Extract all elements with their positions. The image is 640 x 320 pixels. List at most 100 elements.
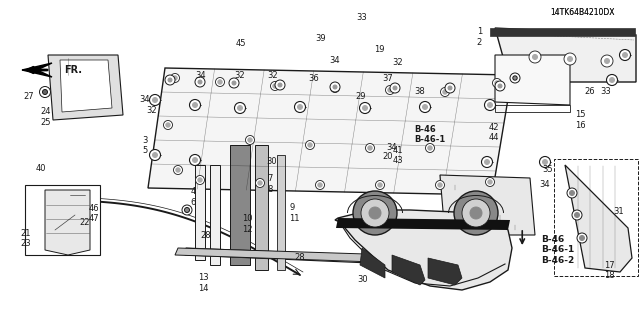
Polygon shape xyxy=(490,28,635,36)
Text: 27: 27 xyxy=(23,92,34,100)
Circle shape xyxy=(568,57,573,61)
Text: 3
5: 3 5 xyxy=(142,136,147,155)
Circle shape xyxy=(152,98,157,102)
Circle shape xyxy=(378,183,382,187)
Circle shape xyxy=(216,77,225,86)
Text: 28: 28 xyxy=(200,231,211,240)
Text: 24
25: 24 25 xyxy=(40,107,51,126)
Circle shape xyxy=(462,199,490,227)
Circle shape xyxy=(166,123,170,127)
Circle shape xyxy=(470,207,482,219)
Text: 17
18: 17 18 xyxy=(604,261,615,280)
Circle shape xyxy=(428,146,432,150)
Text: 1
2: 1 2 xyxy=(477,27,482,46)
Circle shape xyxy=(601,55,613,67)
Circle shape xyxy=(445,83,455,93)
Circle shape xyxy=(361,199,389,227)
Text: 32: 32 xyxy=(268,71,278,80)
Text: 7
8: 7 8 xyxy=(268,174,273,194)
Circle shape xyxy=(422,105,428,109)
Circle shape xyxy=(488,180,492,184)
Text: 32: 32 xyxy=(234,71,245,80)
Circle shape xyxy=(419,101,431,113)
Polygon shape xyxy=(565,165,632,272)
Circle shape xyxy=(440,87,449,97)
Circle shape xyxy=(193,102,198,108)
Polygon shape xyxy=(45,190,90,255)
Circle shape xyxy=(385,85,394,94)
Text: FR.: FR. xyxy=(64,65,82,75)
Text: 20: 20 xyxy=(383,152,393,161)
Circle shape xyxy=(360,102,371,114)
Polygon shape xyxy=(335,210,512,290)
Text: 40: 40 xyxy=(35,164,45,172)
Polygon shape xyxy=(22,70,52,77)
Polygon shape xyxy=(428,258,462,285)
Circle shape xyxy=(333,86,337,90)
Polygon shape xyxy=(255,145,268,270)
Circle shape xyxy=(513,76,517,80)
Circle shape xyxy=(40,86,51,98)
Circle shape xyxy=(232,81,236,85)
Circle shape xyxy=(484,160,490,164)
Circle shape xyxy=(510,73,520,83)
Circle shape xyxy=(248,138,252,142)
Circle shape xyxy=(426,143,435,153)
Circle shape xyxy=(435,180,445,189)
Circle shape xyxy=(495,81,499,85)
Polygon shape xyxy=(392,255,425,285)
Circle shape xyxy=(152,153,157,157)
Circle shape xyxy=(308,143,312,147)
Text: 14TK64B4210DX: 14TK64B4210DX xyxy=(550,8,614,17)
Circle shape xyxy=(623,52,627,58)
Circle shape xyxy=(362,106,367,110)
Text: 14TK64B4210DX: 14TK64B4210DX xyxy=(550,8,614,17)
Circle shape xyxy=(620,50,630,60)
Text: 38: 38 xyxy=(415,87,426,96)
Text: 21
23: 21 23 xyxy=(20,229,31,248)
Circle shape xyxy=(193,157,198,163)
Text: 35: 35 xyxy=(543,165,554,174)
Circle shape xyxy=(184,207,189,212)
Circle shape xyxy=(609,77,614,83)
Circle shape xyxy=(605,59,609,63)
Text: 19: 19 xyxy=(374,45,384,54)
Circle shape xyxy=(393,86,397,90)
Circle shape xyxy=(388,88,392,92)
Circle shape xyxy=(305,140,314,149)
Text: 28: 28 xyxy=(294,253,305,262)
Circle shape xyxy=(330,82,340,92)
Circle shape xyxy=(163,121,173,130)
Circle shape xyxy=(376,180,385,189)
Circle shape xyxy=(198,178,202,182)
Circle shape xyxy=(298,105,303,109)
Circle shape xyxy=(273,84,277,88)
Text: 30: 30 xyxy=(267,157,277,166)
Circle shape xyxy=(448,86,452,90)
Polygon shape xyxy=(175,248,491,266)
Circle shape xyxy=(481,156,493,167)
Text: 46
47: 46 47 xyxy=(88,204,99,223)
Text: 33: 33 xyxy=(600,87,611,96)
Circle shape xyxy=(330,84,339,92)
Circle shape xyxy=(229,78,239,88)
Text: 31: 31 xyxy=(613,207,624,216)
Circle shape xyxy=(484,100,495,110)
Circle shape xyxy=(577,233,587,243)
Circle shape xyxy=(195,175,205,185)
Circle shape xyxy=(579,236,584,241)
Circle shape xyxy=(42,90,47,94)
Circle shape xyxy=(443,90,447,94)
Circle shape xyxy=(294,101,305,113)
Circle shape xyxy=(271,82,280,91)
Text: 34: 34 xyxy=(140,95,150,104)
Circle shape xyxy=(150,149,161,161)
Text: B-46
B-46-1
B-46-2: B-46 B-46-1 B-46-2 xyxy=(541,235,574,265)
Polygon shape xyxy=(22,63,52,70)
Circle shape xyxy=(543,160,547,164)
Polygon shape xyxy=(495,28,636,82)
Text: 34: 34 xyxy=(540,180,550,188)
Text: 33: 33 xyxy=(356,13,367,22)
Circle shape xyxy=(176,168,180,172)
Circle shape xyxy=(486,178,495,187)
